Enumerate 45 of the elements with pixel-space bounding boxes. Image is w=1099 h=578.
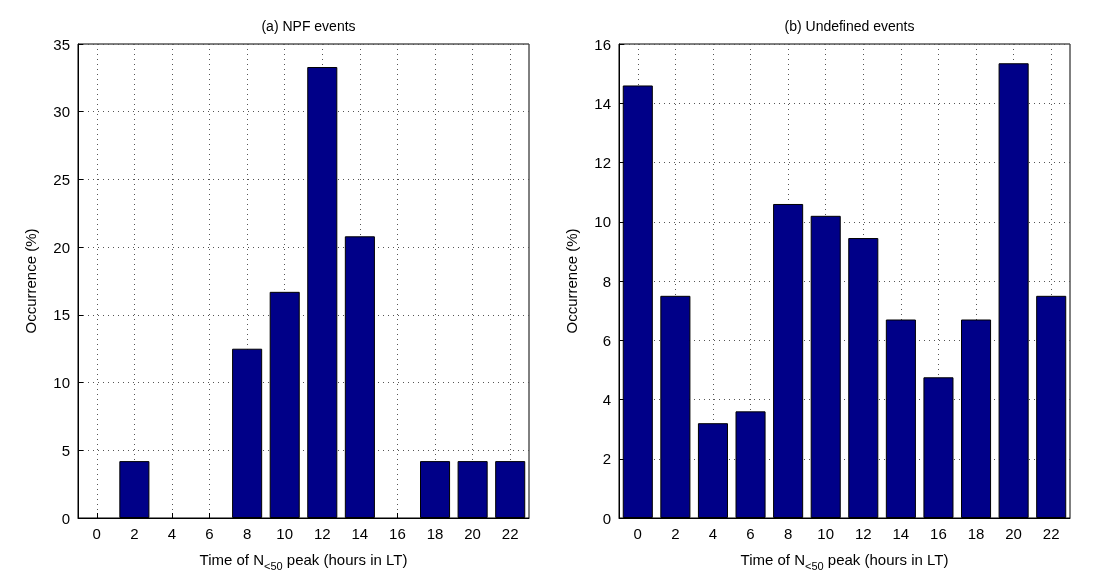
x-tick-label: 2 — [130, 525, 139, 542]
y-tick-label: 16 — [594, 35, 611, 53]
x-tick-label: 20 — [1005, 525, 1022, 542]
chart-title: (a) NPF events — [261, 18, 356, 34]
x-tick-label: 0 — [633, 525, 642, 542]
x-tick-label: 14 — [351, 525, 369, 542]
y-tick-label: 5 — [61, 441, 70, 459]
y-tick-label: 8 — [602, 272, 611, 290]
x-tick-label: 8 — [783, 525, 793, 542]
y-tick-label: 4 — [602, 391, 611, 408]
y-axis-title: Occurrence (%) — [22, 228, 39, 334]
y-tick-label: 10 — [53, 374, 70, 392]
x-tick-label: 12 — [313, 525, 331, 542]
x-tick-label: 6 — [205, 525, 214, 542]
x-tick-label: 10 — [817, 525, 835, 542]
y-tick-label: 35 — [53, 35, 70, 53]
x-tick-label: 16 — [930, 525, 947, 542]
x-tick-label: 18 — [426, 525, 444, 542]
y-tick-label: 15 — [53, 306, 70, 324]
y-tick-label: 0 — [61, 509, 70, 527]
y-tick-label: 0 — [602, 509, 611, 527]
y-tick-label: 30 — [53, 103, 70, 121]
y-axis-title: Occurrence (%) — [563, 228, 580, 334]
y-tick-label: 6 — [602, 331, 611, 349]
y-tick-label: 25 — [53, 170, 70, 188]
y-tick-label: 2 — [602, 450, 611, 468]
x-tick-label: 2 — [671, 525, 680, 542]
chart-title: (b) Undefined events — [784, 18, 915, 34]
x-tick-label: 12 — [854, 525, 872, 542]
y-tick-label: 10 — [594, 213, 611, 231]
x-tick-label: 4 — [708, 525, 718, 542]
x-tick-label: 22 — [501, 525, 519, 542]
x-tick-label: 4 — [167, 525, 177, 542]
x-tick-label: 22 — [1042, 525, 1060, 542]
x-tick-label: 8 — [242, 525, 252, 542]
x-tick-label: 14 — [892, 525, 910, 542]
x-tick-label: 20 — [464, 525, 481, 542]
y-tick-label: 20 — [53, 238, 70, 256]
y-tick-label: 14 — [594, 94, 611, 112]
y-tick-label: 12 — [594, 154, 611, 171]
x-tick-label: 0 — [92, 525, 101, 542]
x-tick-label: 10 — [276, 525, 294, 542]
x-tick-label: 18 — [967, 525, 985, 542]
x-tick-label: 16 — [389, 525, 406, 542]
x-tick-label: 6 — [746, 525, 755, 542]
